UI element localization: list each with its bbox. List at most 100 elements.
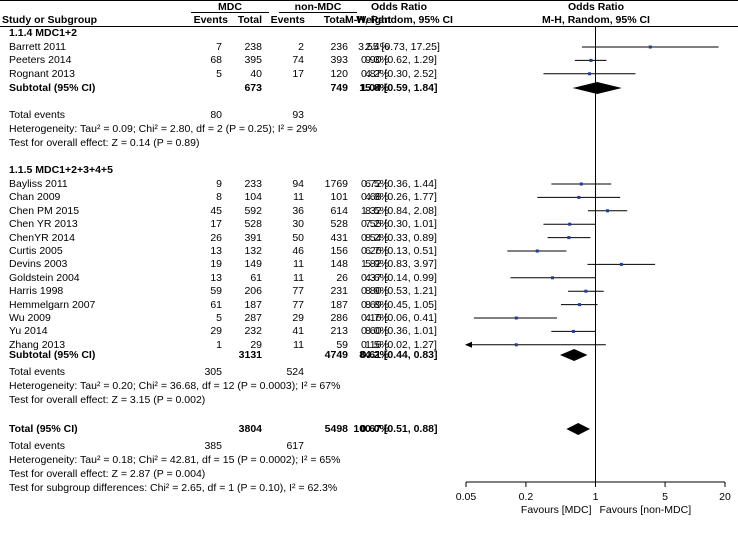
study-point — [648, 45, 652, 49]
study-point — [571, 329, 575, 333]
col-method-plot: M-H, Random, 95% CI — [542, 14, 650, 26]
non-mdc-events: 41 — [292, 325, 304, 338]
study-name: Chan 2009 — [9, 191, 61, 204]
non-mdc-total: 528 — [330, 218, 348, 231]
odds-ratio-ci: 0.69 [0.45, 1.05] — [361, 298, 437, 311]
mdc-events: 45 — [210, 204, 222, 217]
top-rule — [0, 0, 738, 1]
non-mdc-total: 187 — [330, 298, 348, 311]
non-mdc-events: 2 — [298, 41, 304, 53]
non-mdc-events: 74 — [292, 54, 304, 67]
total-events-mdc: 385 — [204, 440, 222, 452]
col-events-non-mdc: Events — [270, 14, 305, 26]
odds-ratio-ci: 3.55 [0.73, 17.25] — [358, 41, 440, 53]
study-name: Yu 2014 — [9, 325, 48, 338]
study-point — [514, 343, 518, 347]
weight-value: 8.9% — [365, 285, 389, 298]
mdc-total: 395 — [244, 54, 262, 67]
study-name: ChenYR 2014 — [9, 231, 75, 244]
overall-effect-text: Test for overall effect: Z = 2.87 (P = 0… — [9, 468, 206, 480]
heterogeneity-text: Heterogeneity: Tau² = 0.09; Chi² = 2.80,… — [9, 123, 318, 135]
study-name: Devins 2003 — [9, 258, 68, 271]
col-total-mdc: Total — [237, 14, 262, 26]
non-mdc-events: 77 — [292, 298, 304, 311]
summary-weight: 15.8% — [359, 82, 389, 94]
non-mdc-total: 1769 — [324, 178, 348, 190]
non-mdc-events: 94 — [292, 178, 304, 190]
x-tick-label: 0.05 — [456, 491, 477, 503]
weight-value: 4.8% — [365, 191, 389, 204]
mdc-events: 5 — [216, 312, 222, 324]
study-point — [584, 289, 588, 293]
mdc-total: 232 — [244, 325, 262, 338]
ci-arrow — [465, 341, 472, 348]
weight-value: 6.7% — [365, 245, 389, 257]
odds-ratio-ci: 0.16 [0.06, 0.41] — [361, 312, 437, 324]
non-mdc-events: 11 — [293, 271, 304, 284]
study-name: Chen PM 2015 — [9, 204, 80, 217]
mdc-events: 1 — [216, 338, 222, 351]
study-point — [579, 182, 583, 186]
heterogeneity-text: Heterogeneity: Tau² = 0.20; Chi² = 36.68… — [9, 380, 341, 392]
odds-ratio-ci: 0.68 [0.26, 1.77] — [361, 191, 437, 204]
mdc-total: 238 — [244, 41, 262, 53]
mdc-total: 206 — [244, 285, 262, 298]
study-point — [587, 72, 591, 76]
mdc-total: 29 — [250, 338, 262, 351]
summary-label: Subtotal (95% CI) — [9, 82, 96, 94]
odds-ratio-ci: 0.90 [0.62, 1.29] — [361, 54, 437, 67]
study-name: Barrett 2011 — [9, 41, 67, 53]
study-point — [567, 236, 571, 240]
non-mdc-total: 614 — [330, 204, 348, 217]
overall-effect-text: Test for overall effect: Z = 0.14 (P = 0… — [9, 137, 200, 149]
study-name: Zhang 2013 — [9, 338, 66, 351]
odds-ratio-plot-title: Odds Ratio — [567, 1, 624, 13]
non-mdc-events: 11 — [293, 191, 304, 204]
header-rule — [0, 26, 738, 27]
study-point — [619, 262, 623, 266]
summary-mdc-total: 673 — [244, 82, 262, 94]
non-mdc-total: 393 — [330, 54, 348, 67]
mdc-total: 40 — [250, 67, 262, 80]
non-mdc-total: 156 — [330, 245, 348, 257]
study-point — [535, 249, 539, 253]
summary-mdc-total: 3131 — [238, 349, 262, 361]
summary-odds-ratio: 0.61 [0.44, 0.83] — [360, 349, 438, 361]
non-mdc-total: 120 — [330, 67, 348, 80]
odds-ratio-ci: 0.16 [0.02, 1.27] — [361, 338, 437, 351]
total-events-mdc: 305 — [204, 366, 222, 378]
mdc-total: 149 — [244, 258, 262, 271]
weight-value: 8.2% — [365, 231, 389, 244]
study-point — [514, 316, 518, 320]
non-mdc-total: 231 — [330, 285, 348, 298]
weight-value: 4.7% — [365, 312, 389, 324]
odds-ratio-ci: 0.26 [0.13, 0.51] — [361, 245, 437, 257]
mdc-total: 287 — [244, 312, 262, 324]
non-mdc-events: 30 — [292, 218, 304, 231]
mdc-events: 59 — [210, 285, 222, 298]
mdc-events: 7 — [216, 41, 222, 53]
summary-label: Total (95% CI) — [9, 423, 78, 435]
odds-ratio-ci: 0.72 [0.36, 1.44] — [361, 178, 437, 190]
mdc-total: 391 — [244, 231, 262, 244]
mdc-total: 528 — [244, 218, 262, 231]
odds-ratio-ci: 0.54 [0.33, 0.89] — [361, 231, 437, 244]
odds-ratio-ci: 0.55 [0.30, 1.01] — [361, 218, 437, 231]
summary-mdc-total: 3804 — [238, 423, 262, 435]
study-name: Goldstein 2004 — [9, 271, 80, 284]
mdc-events: 26 — [210, 231, 222, 244]
weight-value: 6.5% — [365, 178, 389, 190]
favours-non-mdc-label: Favours [non-MDC] — [600, 504, 692, 516]
mdc-total: 61 — [250, 271, 262, 284]
x-tick-label: 5 — [662, 491, 668, 503]
non-mdc-events: 11 — [293, 338, 304, 351]
weight-value: 2.4% — [365, 41, 389, 53]
weight-value: 4.2% — [365, 67, 389, 80]
total-events-non-mdc: 93 — [292, 109, 304, 121]
weight-value: 1.5% — [365, 338, 389, 351]
total-events-mdc: 80 — [210, 109, 222, 121]
summary-diamond — [566, 423, 590, 435]
mdc-total: 132 — [244, 245, 262, 257]
mdc-events: 29 — [210, 325, 222, 338]
